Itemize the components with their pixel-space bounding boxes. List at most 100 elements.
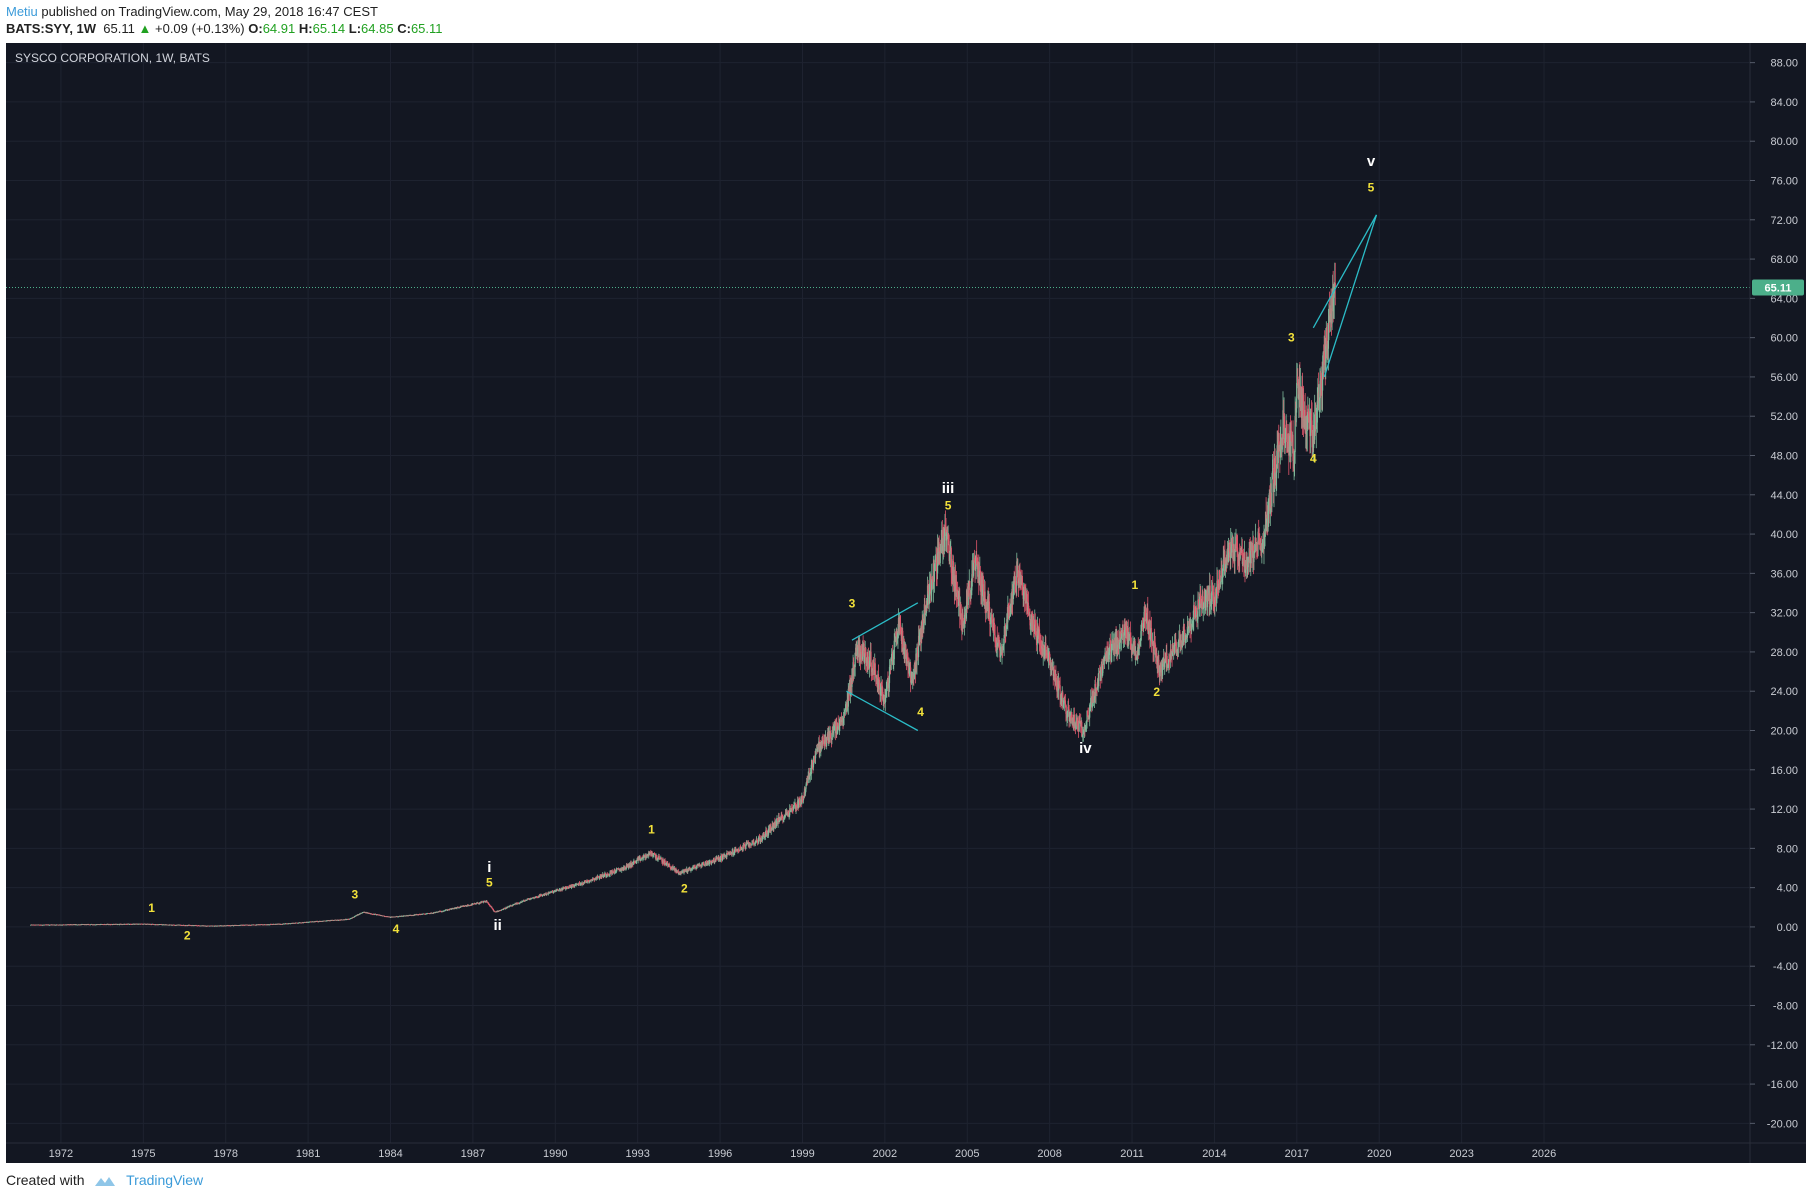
candle-body bbox=[623, 866, 625, 870]
candle-body bbox=[1222, 570, 1224, 577]
candle-body bbox=[527, 899, 529, 900]
candle-body bbox=[734, 848, 736, 853]
candle-body bbox=[955, 582, 958, 597]
candle-body bbox=[1286, 442, 1288, 447]
candle-body bbox=[109, 924, 111, 925]
candle-body bbox=[756, 840, 759, 843]
candle-body bbox=[1320, 375, 1323, 379]
candle-body bbox=[831, 733, 833, 740]
candle-body bbox=[1297, 376, 1299, 384]
candle-body bbox=[1064, 700, 1066, 706]
candle-body bbox=[1236, 547, 1239, 556]
candle-body bbox=[1002, 646, 1004, 650]
candle-body bbox=[413, 915, 415, 916]
candle-body bbox=[823, 740, 826, 744]
candle-body bbox=[882, 687, 884, 700]
candle-body bbox=[597, 876, 600, 878]
candle-body bbox=[1133, 641, 1135, 647]
candle-body bbox=[1273, 484, 1275, 493]
candle-body bbox=[1220, 582, 1222, 584]
candle-body bbox=[558, 890, 560, 891]
candle-body bbox=[1034, 619, 1036, 625]
change-text: +0.09 (+0.13%) bbox=[155, 21, 245, 36]
candle-body bbox=[795, 805, 797, 810]
candle-body bbox=[536, 896, 538, 897]
candle-body bbox=[1085, 721, 1088, 725]
candle-body bbox=[1216, 580, 1219, 585]
candle-body bbox=[701, 863, 703, 867]
candle-body bbox=[1275, 472, 1277, 478]
candle-body bbox=[781, 816, 783, 818]
open-value: 64.91 bbox=[262, 21, 296, 36]
candle-body bbox=[661, 859, 663, 862]
candle-body bbox=[1283, 416, 1286, 444]
candle-body bbox=[973, 560, 975, 561]
candle-body bbox=[1057, 680, 1060, 691]
candle-body bbox=[568, 885, 570, 889]
candle-body bbox=[1159, 665, 1161, 677]
candle-body bbox=[669, 865, 671, 867]
candle-body bbox=[1062, 704, 1064, 708]
candle-body bbox=[317, 921, 320, 923]
candle-body bbox=[870, 651, 872, 666]
candle-body bbox=[668, 864, 670, 866]
candle-body bbox=[316, 921, 319, 922]
candle-body bbox=[1263, 534, 1266, 540]
candle-body bbox=[677, 870, 679, 874]
candle-body bbox=[1063, 697, 1065, 704]
candle-body bbox=[1324, 352, 1326, 361]
candle-body bbox=[986, 605, 988, 607]
candle-body bbox=[1108, 651, 1110, 653]
candle-body bbox=[1009, 606, 1011, 617]
candle-body bbox=[814, 754, 817, 759]
candle-body bbox=[982, 577, 984, 585]
candle-body bbox=[687, 870, 689, 872]
candle-body bbox=[1304, 409, 1306, 433]
candle-body bbox=[1210, 605, 1212, 607]
candle-body bbox=[1085, 724, 1087, 726]
candle-body bbox=[572, 884, 574, 886]
candle-body bbox=[798, 800, 800, 808]
candle-body bbox=[662, 860, 665, 864]
candle-body bbox=[681, 872, 683, 874]
candle-body bbox=[1138, 644, 1140, 656]
candle-body bbox=[637, 858, 639, 862]
candle-body bbox=[847, 688, 849, 707]
candle-body bbox=[941, 530, 943, 551]
author-link[interactable]: Metiu bbox=[6, 4, 38, 19]
candle-body bbox=[1006, 619, 1008, 629]
candle-body bbox=[934, 560, 936, 571]
candle-body bbox=[1081, 736, 1083, 738]
candle-body bbox=[949, 550, 951, 555]
candle-body bbox=[1042, 646, 1044, 655]
candle-body bbox=[466, 904, 469, 906]
candle-body bbox=[1140, 631, 1142, 642]
candle-body bbox=[1166, 663, 1168, 668]
candle-body bbox=[733, 852, 735, 855]
candle-body bbox=[1066, 710, 1069, 718]
candle-body bbox=[1039, 641, 1041, 645]
candle-body bbox=[1049, 663, 1051, 668]
candle-body bbox=[1330, 308, 1332, 314]
candle-body bbox=[1229, 544, 1231, 552]
candle-body bbox=[875, 675, 877, 679]
candle-body bbox=[1101, 664, 1103, 676]
candle-body bbox=[581, 882, 583, 885]
candle-body bbox=[186, 925, 188, 927]
candle-body bbox=[1253, 550, 1256, 554]
chart-background bbox=[6, 43, 1806, 1163]
ohlc-bar: BATS:SYY, 1W 65.11 ▲ +0.09 (+0.13%) O:64… bbox=[6, 21, 443, 36]
candle-body bbox=[1206, 587, 1209, 608]
candle-body bbox=[786, 812, 788, 814]
candle-body bbox=[1253, 553, 1255, 563]
candle-body bbox=[1045, 643, 1047, 650]
candle-body bbox=[777, 820, 779, 824]
candle-body bbox=[609, 871, 611, 875]
candle-body bbox=[566, 886, 568, 890]
candle-body bbox=[1196, 618, 1199, 621]
candle-body bbox=[1149, 619, 1151, 640]
candle-body bbox=[232, 925, 235, 927]
candle-body bbox=[371, 913, 373, 915]
candle-body bbox=[967, 586, 969, 605]
